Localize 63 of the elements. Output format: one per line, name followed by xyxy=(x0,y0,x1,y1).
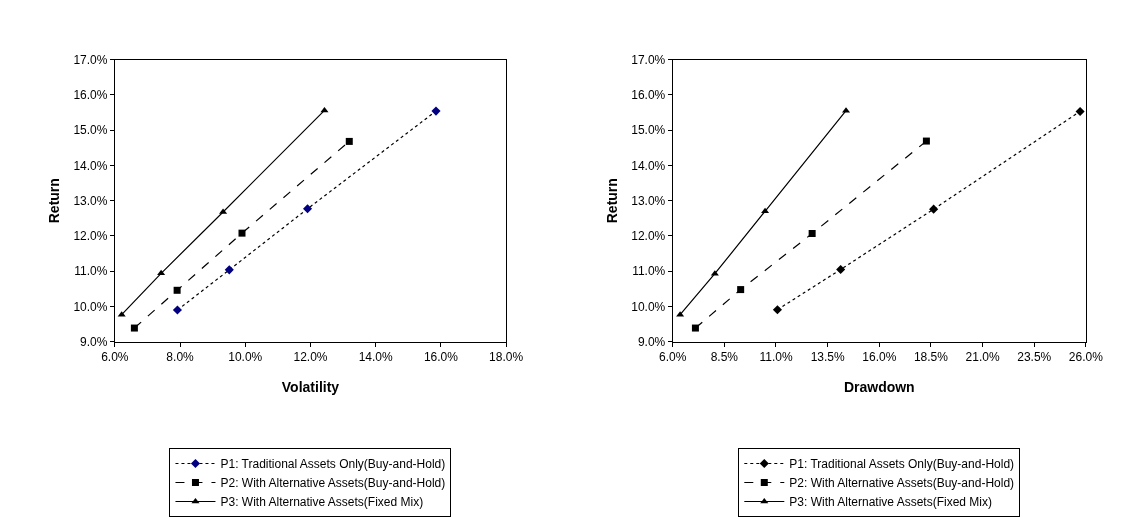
x-axis-title: Drawdown xyxy=(843,378,915,395)
y-axis-title: Return xyxy=(46,178,62,224)
legend-label: P3: With Alternative Assets(Fixed Mix) xyxy=(789,495,993,510)
y-axis-title: Return xyxy=(603,178,620,224)
point xyxy=(922,137,930,145)
x-tick-label: 16.0% xyxy=(862,350,897,365)
y-tick-label: 14.0% xyxy=(73,158,108,173)
x-tick-label: 21.0% xyxy=(965,350,1000,365)
legend-label: P1: Traditional Assets Only(Buy-and-Hold) xyxy=(789,457,1015,472)
point xyxy=(808,230,816,237)
point xyxy=(173,286,181,294)
x-tick-label: 16.0% xyxy=(423,350,459,365)
x-tick-label: 6.0% xyxy=(659,350,687,365)
y-tick-label: 16.0% xyxy=(73,88,108,103)
y-tick-label: 9.0% xyxy=(80,335,108,349)
x-tick-label: 18.5% xyxy=(913,350,949,365)
x-tick-label: 18.0% xyxy=(489,350,524,365)
x-axis-title: Volatility xyxy=(281,378,340,395)
point xyxy=(761,207,770,214)
point xyxy=(772,305,782,315)
point xyxy=(238,229,246,237)
point xyxy=(320,106,329,113)
y-tick-label: 13.0% xyxy=(73,193,108,208)
point xyxy=(1075,106,1085,116)
y-tick-label: 10.0% xyxy=(631,299,666,314)
point xyxy=(157,269,166,276)
point xyxy=(130,324,138,332)
y-tick-label: 16.0% xyxy=(631,88,666,103)
y-tick-label: 12.0% xyxy=(631,229,666,244)
y-tick-label: 14.0% xyxy=(631,158,666,173)
y-tick-label: 11.0% xyxy=(74,264,108,279)
legend-label: P3: With Alternative Assets(Fixed Mix) xyxy=(220,495,424,510)
y-tick-label: 17.0% xyxy=(73,52,108,67)
y-tick-label: 11.0% xyxy=(632,264,666,279)
x-tick-label: 10.0% xyxy=(228,350,263,365)
y-tick-label: 10.0% xyxy=(73,299,108,314)
point xyxy=(836,264,846,275)
legend-label: P2: With Alternative Assets(Buy-and-Hold) xyxy=(220,476,446,491)
point xyxy=(431,106,441,116)
legend-label: P1: Traditional Assets Only(Buy-and-Hold) xyxy=(220,457,446,472)
point xyxy=(737,286,745,294)
point xyxy=(691,324,699,332)
x-tick-label: 8.5% xyxy=(710,350,739,365)
x-tick-label: 23.5% xyxy=(1017,350,1052,365)
point xyxy=(302,204,313,214)
point xyxy=(172,305,182,315)
legend-label: P2: With Alternative Assets(Buy-and-Hold) xyxy=(789,476,1015,491)
point xyxy=(929,204,939,214)
point xyxy=(345,137,353,145)
y-tick-label: 13.0% xyxy=(631,193,666,208)
point xyxy=(224,265,234,275)
y-tick-label: 12.0% xyxy=(73,229,108,244)
x-tick-label: 11.0% xyxy=(759,350,793,365)
x-tick-label: 6.0% xyxy=(101,350,129,365)
x-tick-label: 12.0% xyxy=(293,350,328,365)
x-tick-label: 14.0% xyxy=(358,350,394,365)
y-tick-label: 9.0% xyxy=(637,335,666,349)
x-tick-label: 8.0% xyxy=(166,350,195,365)
y-tick-label: 15.0% xyxy=(631,123,666,138)
x-tick-label: 26.0% xyxy=(1068,350,1104,365)
x-tick-label: 13.5% xyxy=(810,350,845,365)
y-tick-label: 15.0% xyxy=(73,123,108,138)
y-tick-label: 17.0% xyxy=(631,52,666,67)
